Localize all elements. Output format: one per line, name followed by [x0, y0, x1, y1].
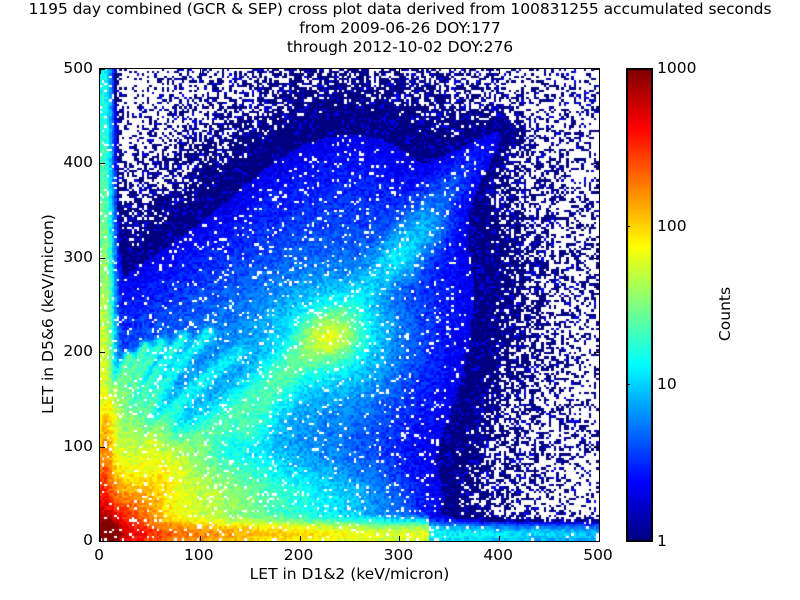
x-tick-label: 0	[94, 546, 104, 564]
x-tick-mark	[100, 69, 101, 74]
y-tick-mark	[594, 257, 599, 259]
y-tick-label: 200	[63, 342, 93, 361]
y-tick-mark	[100, 163, 105, 165]
y-tick-labels: 0 100 200 300 400 500	[0, 0, 93, 600]
x-tick-label: 300	[383, 546, 414, 564]
colorbar-tick-mark	[626, 226, 630, 227]
colorbar-tick-label: 100	[657, 217, 687, 235]
colorbar-label: Counts	[716, 286, 734, 342]
density-heatmap	[100, 69, 599, 541]
x-tick-mark	[499, 536, 501, 541]
x-tick-mark	[499, 69, 501, 74]
y-tick-label: 300	[63, 247, 93, 266]
y-tick-mark	[594, 69, 599, 70]
y-tick-mark	[594, 446, 599, 448]
colorbar-tick-label: 1	[657, 532, 667, 550]
y-tick-label: 500	[63, 59, 93, 77]
y-tick-label: 0	[83, 531, 93, 549]
y-tick-label: 400	[63, 153, 93, 172]
colorbar-tick-label: 1000	[657, 59, 697, 77]
x-tick-mark	[100, 536, 101, 541]
colorbar-gradient	[626, 68, 653, 542]
x-tick-label: 200	[283, 546, 314, 564]
plot-title: 1195 day combined (GCR & SEP) cross plot…	[0, 0, 800, 57]
x-tick-mark	[199, 69, 201, 74]
x-tick-label: 400	[483, 546, 513, 564]
y-tick-mark	[100, 446, 105, 448]
x-axis-label: LET in D1&2 (keV/micron)	[249, 565, 450, 583]
plot-axes[interactable]	[99, 68, 600, 542]
y-tick-mark	[594, 352, 599, 354]
x-tick-mark	[399, 536, 401, 541]
x-tick-mark	[299, 536, 301, 541]
x-tick-mark	[599, 69, 600, 74]
y-tick-mark	[100, 352, 105, 354]
colorbar-tick-label: 10	[657, 375, 677, 393]
x-tick-mark	[399, 69, 401, 74]
x-tick-label: 500	[583, 546, 613, 564]
y-tick-mark	[100, 541, 105, 542]
colorbar[interactable]: 1 10 100 1000	[626, 59, 696, 550]
title-line-3: through 2012-10-02 DOY:276	[286, 38, 514, 56]
y-tick-label: 100	[63, 436, 93, 455]
x-tick-mark	[299, 69, 301, 74]
title-line-1: 1195 day combined (GCR & SEP) cross plot…	[28, 0, 772, 18]
title-line-2: from 2009-06-26 DOY:177	[299, 19, 501, 37]
y-tick-mark	[594, 163, 599, 165]
x-tick-mark	[599, 536, 600, 541]
y-tick-mark	[100, 69, 105, 70]
x-tick-label: 100	[184, 546, 214, 564]
colorbar-tick-mark	[626, 384, 630, 385]
y-axis-label: LET in D5&6 (keV/micron)	[39, 214, 57, 414]
y-tick-mark	[594, 541, 599, 542]
y-tick-mark	[100, 257, 105, 259]
x-tick-mark	[199, 536, 201, 541]
